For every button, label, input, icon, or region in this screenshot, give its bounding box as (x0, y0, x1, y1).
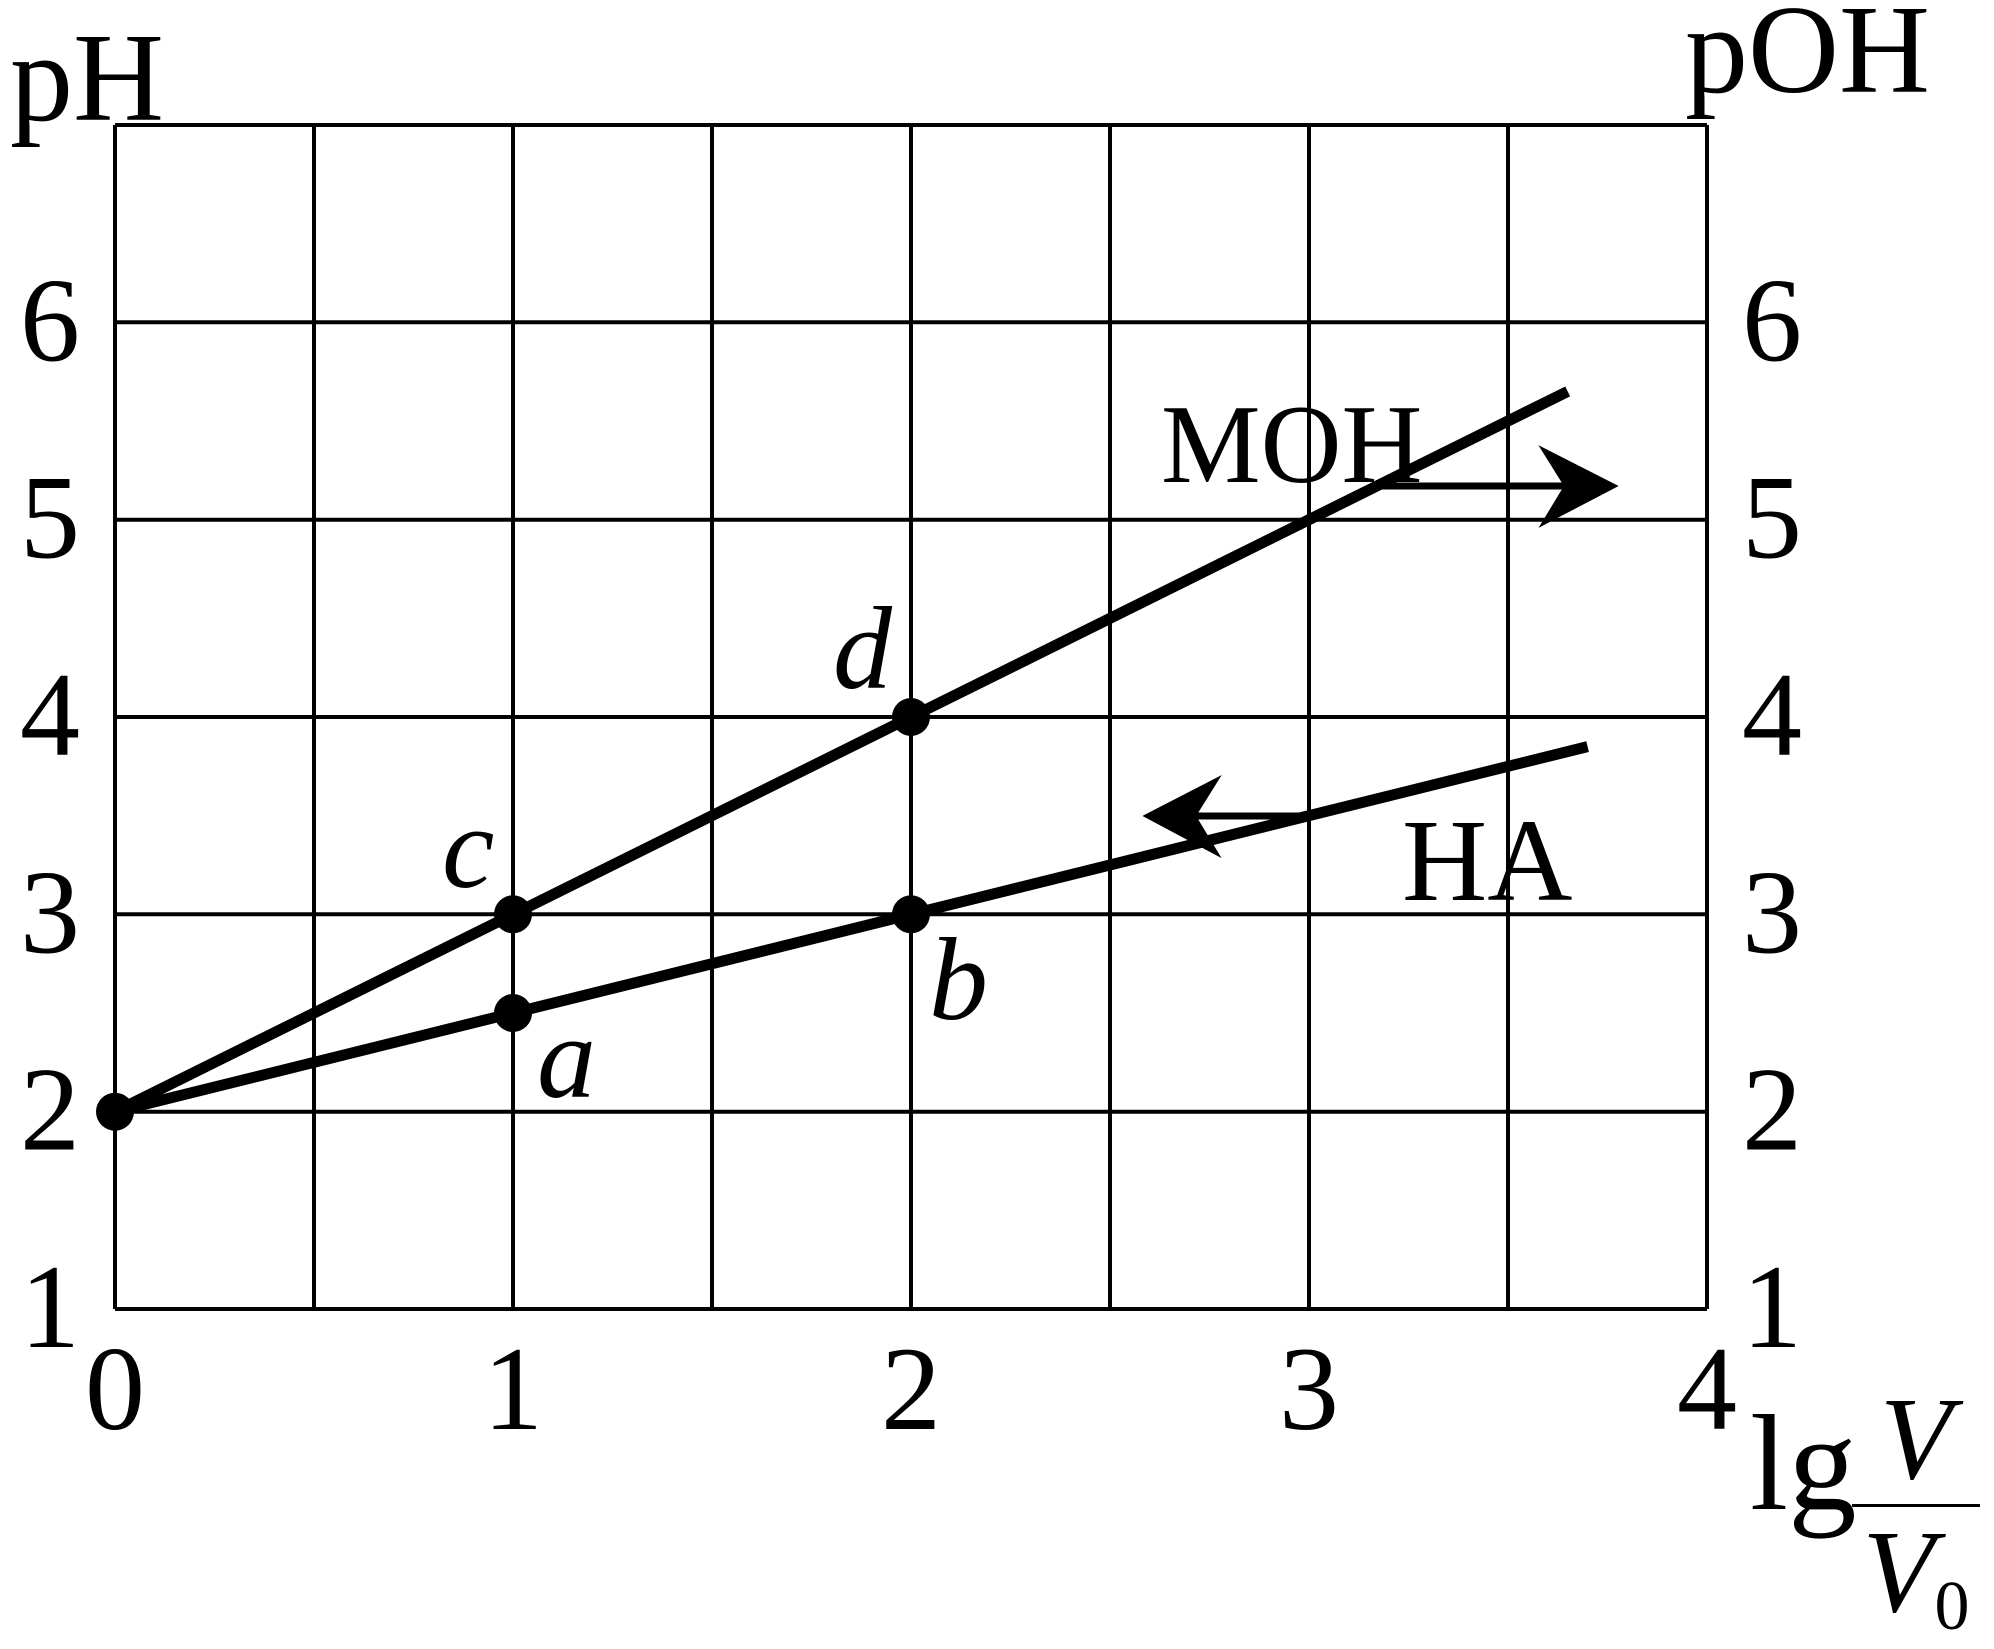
svg-text:3: 3 (1279, 1322, 1339, 1455)
svg-text:pH: pH (10, 9, 164, 148)
svg-text:c: c (442, 782, 494, 913)
svg-text:a: a (537, 992, 596, 1123)
svg-text:6: 6 (1742, 253, 1802, 386)
svg-text:2: 2 (20, 1043, 80, 1176)
svg-text:6: 6 (20, 253, 80, 386)
svg-text:pOH: pOH (1685, 0, 1930, 120)
svg-text:d: d (833, 583, 893, 714)
svg-text:2: 2 (881, 1322, 941, 1455)
svg-text:4: 4 (20, 648, 80, 781)
svg-text:1: 1 (1742, 1240, 1802, 1373)
svg-text:5: 5 (1742, 451, 1802, 584)
svg-text:0: 0 (85, 1322, 145, 1455)
svg-text:3: 3 (20, 845, 80, 978)
svg-text:4: 4 (1677, 1322, 1737, 1455)
svg-text:b: b (929, 914, 988, 1045)
svg-text:HA: HA (1402, 795, 1572, 926)
svg-text:3: 3 (1742, 845, 1802, 978)
svg-text:1: 1 (20, 1240, 80, 1373)
svg-text:1: 1 (483, 1322, 543, 1455)
svg-text:4: 4 (1742, 648, 1802, 781)
svg-text:2: 2 (1742, 1043, 1802, 1176)
svg-text:5: 5 (20, 451, 80, 584)
svg-text:MOH: MOH (1161, 383, 1422, 507)
